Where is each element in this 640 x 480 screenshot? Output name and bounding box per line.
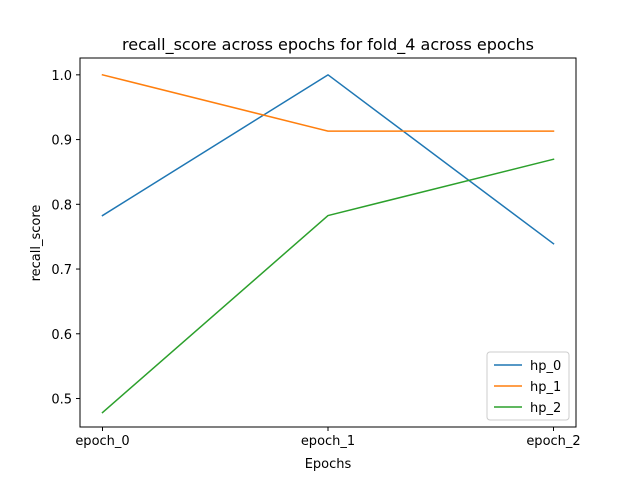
legend-label-hp_2: hp_2	[530, 401, 561, 416]
legend: hp_0 hp_1 hp_2	[486, 351, 570, 421]
legend-label-hp_0: hp_0	[530, 359, 561, 374]
x-tick-label: epoch_1	[301, 434, 355, 449]
series-lines	[101, 73, 555, 414]
y-axis-label: recall_score	[29, 205, 44, 282]
y-tick-label: 0.8	[51, 198, 72, 213]
legend-box	[486, 351, 570, 421]
x-tick-label: epoch_0	[75, 434, 129, 449]
series-line-hp_2	[101, 158, 555, 414]
x-axis-label: Epochs	[305, 457, 352, 472]
y-tick-label: 0.9	[51, 134, 72, 149]
y-axis-ticks: 0.5 0.6 0.7 0.8 0.9 1.0	[51, 69, 80, 408]
legend-label-hp_1: hp_1	[530, 380, 561, 395]
y-tick-label: 0.7	[51, 263, 72, 278]
x-tick-label: epoch_2	[526, 434, 580, 449]
series-line-hp_0	[101, 74, 555, 245]
y-tick-label: 0.5	[51, 393, 72, 408]
x-axis-ticks: epoch_0 epoch_1 epoch_2	[75, 427, 581, 449]
chart-title: recall_score across epochs for fold_4 ac…	[122, 35, 534, 55]
y-tick-label: 1.0	[51, 69, 72, 84]
y-tick-label: 0.6	[51, 328, 72, 343]
series-line-hp_1	[101, 73, 555, 132]
